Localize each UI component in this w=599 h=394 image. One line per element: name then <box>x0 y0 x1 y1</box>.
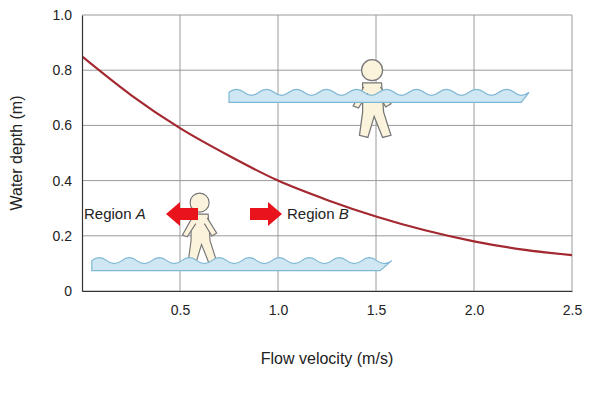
tick: 1.0 <box>53 7 82 23</box>
y-axis: 0 0.2 0.4 0.6 0.8 1.0 <box>53 7 83 299</box>
tick-label: 0.5 <box>171 302 191 318</box>
data-line <box>82 56 572 255</box>
grid-line-x <box>376 15 377 291</box>
axis-line <box>83 291 573 292</box>
tick: 2.5 <box>563 291 583 318</box>
grid-line-y <box>82 291 572 292</box>
tick-label: 1.0 <box>269 302 289 318</box>
tick: 2.0 <box>465 291 485 318</box>
tick-label: 2.5 <box>563 302 583 318</box>
wave <box>92 258 392 271</box>
tick: 1.5 <box>367 291 387 318</box>
tick-label: 1.5 <box>367 302 387 318</box>
grid-line-x <box>180 15 181 291</box>
grid <box>82 15 572 291</box>
person-head <box>362 60 383 81</box>
axis-line <box>82 16 83 292</box>
grid-line-x <box>572 15 573 291</box>
annotation: Region A <box>84 205 146 222</box>
tick-label: 0.8 <box>53 62 73 78</box>
person-arm <box>183 218 217 237</box>
tick-label: 0.6 <box>53 117 73 133</box>
arrow-left <box>166 202 198 226</box>
arrow-right <box>250 202 282 226</box>
tick: 0.6 <box>53 117 82 133</box>
annotation: Region B <box>287 205 349 222</box>
grid-line-y <box>82 180 572 181</box>
person <box>183 193 217 263</box>
tick-label: 0.2 <box>53 228 73 244</box>
grid-line-x <box>278 15 279 291</box>
tick: 0 <box>64 283 82 299</box>
series <box>82 56 572 255</box>
tick: 1.0 <box>269 291 289 318</box>
grid-line-y <box>82 70 572 71</box>
tick-label: 0 <box>64 283 72 299</box>
grid-line-y <box>82 235 572 236</box>
tick: 0.2 <box>53 228 82 244</box>
plot: 0.5 1.0 1.5 2.0 2.5 0 0.2 0.4 0.6 0.8 1.0 <box>53 7 583 318</box>
x-axis-title: Flow velocity (m/s) <box>261 350 393 367</box>
tick: 0.5 <box>171 291 191 318</box>
grid-line-x <box>474 15 475 291</box>
tick-label: 0.4 <box>53 173 73 189</box>
tick-label: 2.0 <box>465 302 485 318</box>
x-axis: 0.5 1.0 1.5 2.0 2.5 <box>83 291 583 318</box>
tick: 0.4 <box>53 173 82 189</box>
grid-line-y <box>82 125 572 126</box>
wave <box>229 89 529 102</box>
tick-label: 1.0 <box>53 7 73 23</box>
grid-line-y <box>82 15 572 16</box>
tick: 0.8 <box>53 62 82 78</box>
y-axis-title: Water depth (m) <box>8 96 25 211</box>
